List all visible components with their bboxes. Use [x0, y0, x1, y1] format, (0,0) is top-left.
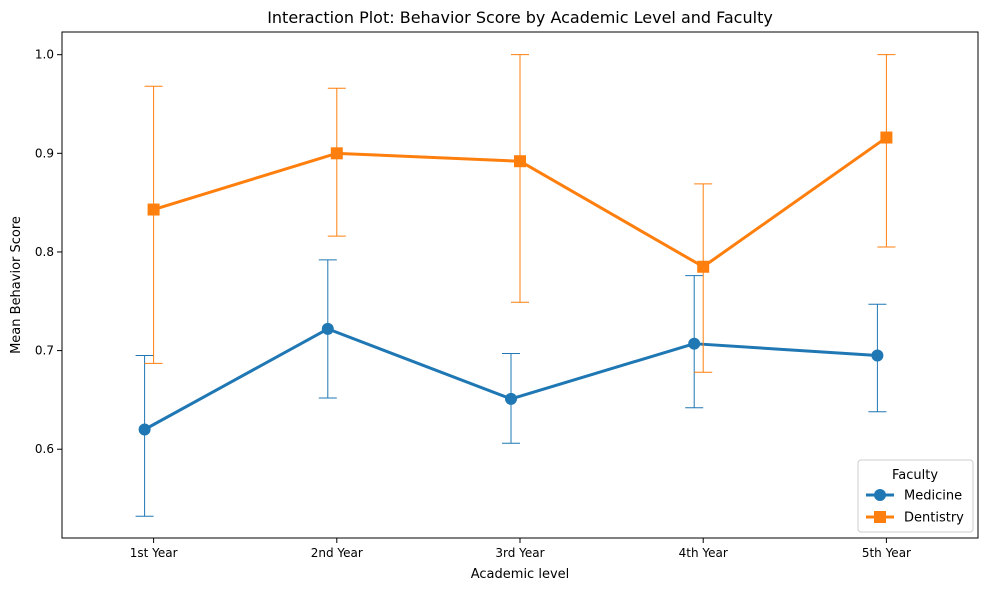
legend-marker	[874, 489, 886, 501]
x-tick-label: 3rd Year	[495, 546, 544, 560]
y-tick-label: 1.0	[35, 48, 54, 62]
x-tick-label: 1st Year	[130, 546, 178, 560]
legend-entry-dentistry: Dentistry	[866, 511, 964, 526]
data-point	[147, 203, 160, 216]
series-dentistry	[144, 54, 896, 373]
chart-title: Interaction Plot: Behavior Score by Acad…	[267, 8, 773, 27]
axes: 1st Year 2nd Year 3rd Year 4th Year 5th Year…	[35, 48, 911, 560]
x-tick-label: 2nd Year	[311, 546, 363, 560]
y-tick-label: 0.7	[35, 344, 54, 358]
data-point	[688, 337, 701, 350]
data-point	[330, 147, 343, 160]
data-point	[880, 131, 893, 144]
x-tick-label: 5th Year	[862, 546, 911, 560]
legend: Faculty Medicine Dentistry	[857, 459, 974, 533]
legend-label: Dentistry	[904, 511, 964, 526]
legend-marker	[874, 511, 886, 523]
y-axis-label: Mean Behavior Score	[9, 216, 24, 354]
x-tick-label: 4th Year	[679, 546, 728, 560]
data-point	[138, 423, 151, 436]
data-point	[505, 392, 517, 405]
legend-label: Medicine	[904, 489, 962, 504]
x-axis-label: Academic level	[471, 567, 570, 582]
data-point	[871, 349, 884, 362]
legend-entry-medicine: Medicine	[866, 489, 962, 504]
data-point	[697, 260, 710, 273]
data-point	[514, 155, 526, 168]
legend-box	[857, 459, 974, 533]
y-tick-label: 0.6	[35, 442, 54, 456]
series-medicine	[135, 259, 887, 517]
y-tick-label: 0.9	[35, 146, 54, 160]
legend-entries: Medicine Dentistry	[866, 489, 964, 526]
data-point	[321, 322, 334, 335]
legend-title: Faculty	[892, 468, 938, 483]
y-tick-label: 0.8	[35, 245, 54, 259]
plot-area	[135, 54, 896, 517]
